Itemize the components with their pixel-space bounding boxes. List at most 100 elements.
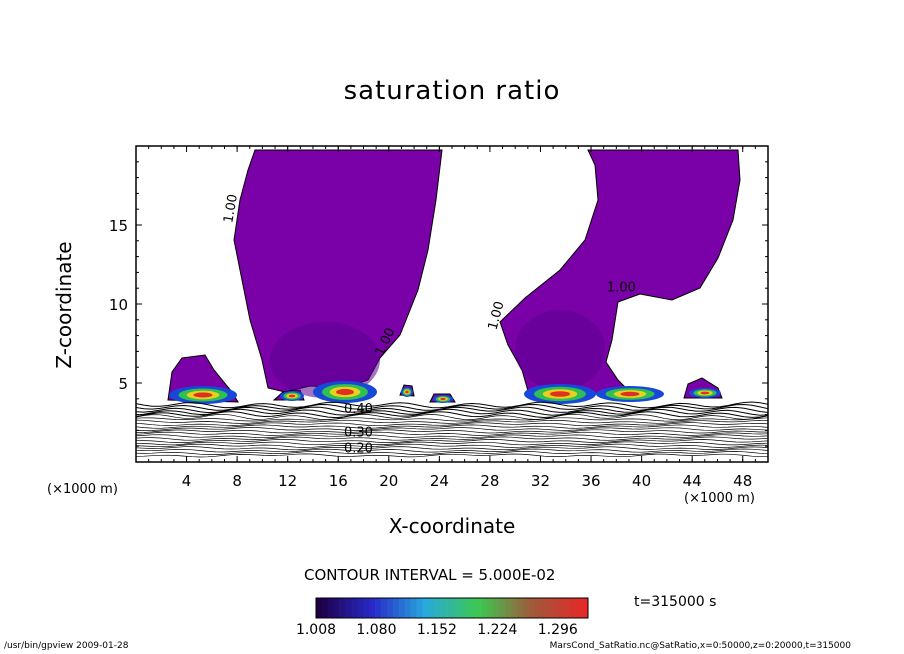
contour-label: 1.00 [607, 280, 636, 295]
colorbar-cell [463, 598, 471, 618]
contour-label: 0.40 [344, 402, 373, 417]
x-tick-label: 12 [278, 472, 297, 490]
core-blob [193, 392, 213, 398]
cloud-cores [169, 310, 721, 404]
colorbar-cell [552, 598, 559, 618]
contour-line [136, 448, 768, 453]
core-blob [620, 391, 640, 397]
colorbar-cell [540, 598, 547, 618]
contour-line [136, 403, 768, 411]
contour-line [136, 429, 768, 434]
x-tick-label: 16 [329, 472, 348, 490]
colorbar-cell [316, 598, 323, 618]
colorbar-cell [386, 598, 394, 618]
contour-line [136, 439, 768, 443]
core-blob [549, 391, 571, 397]
contour-lines [136, 401, 768, 458]
colorbar-cell [505, 598, 512, 618]
colorbar-cell [404, 598, 411, 618]
contour-line [136, 422, 768, 427]
x-tick-label: 32 [531, 472, 550, 490]
contour-label: 1.00 [486, 300, 508, 332]
contour-line [136, 417, 768, 422]
x-axis-label: X-coordinate [388, 514, 516, 538]
contour-line [136, 443, 768, 448]
colorbar-cell [345, 598, 352, 618]
colorbar-tick-label: 1.296 [538, 622, 578, 638]
colorbar-cell [528, 598, 536, 618]
colorbar-cell [481, 598, 488, 618]
x-tick-label: 4 [182, 472, 192, 490]
contour-line [136, 436, 768, 441]
colorbar-cell [582, 598, 589, 618]
colorbar-cell [392, 598, 400, 618]
contour-line [136, 427, 768, 431]
colorbar-tick-label: 1.152 [417, 622, 457, 638]
core-shade [270, 322, 380, 398]
core-shade [515, 310, 605, 390]
y-tick-label: 5 [118, 375, 128, 393]
contour-line [136, 434, 768, 439]
x-tick-label: 44 [683, 472, 702, 490]
contour-line [136, 411, 768, 419]
colorbar-cell [493, 598, 500, 618]
plot-area [136, 149, 768, 458]
colorbar-cell [410, 598, 417, 618]
x-unit-label-left: (×1000 m) [47, 482, 118, 497]
colorbar-cell [422, 598, 429, 618]
colorbar-ticks: 1.008 1.080 1.152 1.224 1.296 [296, 622, 578, 638]
colorbar-cell [487, 598, 494, 618]
x-tick-label: 48 [733, 472, 752, 490]
x-tick-label: 36 [581, 472, 600, 490]
core-blob [288, 394, 296, 398]
contour-line [136, 431, 768, 436]
colorbar-cell [434, 598, 441, 618]
colorbar-cell [576, 598, 583, 618]
colorbar-cell [517, 598, 524, 618]
footer-right: MarsCond_SatRatio.nc@SatRatio,x=0:50000,… [549, 641, 851, 651]
y-axis: 5 10 15 [109, 145, 768, 463]
colorbar-cell [511, 598, 518, 618]
colorbar-cell [363, 598, 370, 618]
colorbar-cell [499, 598, 506, 618]
contour-line [136, 451, 768, 455]
colorbar-cell [446, 598, 453, 618]
colorbar-cell [428, 598, 435, 618]
colorbar-cell [381, 598, 388, 618]
colorbar-cell [570, 598, 577, 618]
colorbar-cell [469, 598, 476, 618]
contour-line [136, 408, 768, 416]
colorbar [315, 597, 589, 619]
x-tick-label: 24 [430, 472, 449, 490]
contour-label: 0.30 [344, 426, 373, 441]
colorbar-cell [398, 598, 405, 618]
colorbar-cell [321, 598, 329, 618]
x-axis: 4 8 12 16 20 24 28 32 36 40 44 48 [135, 146, 769, 490]
core-blob [405, 390, 409, 394]
y-tick-label: 15 [109, 217, 128, 235]
colorbar-frame [315, 597, 589, 619]
y-axis-label: Z-coordinate [52, 241, 76, 369]
colorbar-cell [416, 598, 423, 618]
footer-left: /usr/bin/gpview 2009-01-28 [4, 641, 129, 651]
colorbar-cell [452, 598, 459, 618]
core-blob [700, 391, 710, 395]
contour-line [136, 446, 768, 451]
contour-label: 1.00 [221, 193, 241, 224]
colorbar-cell [475, 598, 482, 618]
core-blob [440, 397, 446, 401]
colorbar-cell [327, 598, 335, 618]
x-unit-label-right: (×1000 m) [684, 491, 755, 506]
contour-line [136, 406, 768, 414]
colorbar-tick-label: 1.008 [296, 622, 336, 638]
contour-line [136, 413, 768, 421]
colorbar-cell [351, 598, 358, 618]
y-tick-label: 10 [109, 296, 128, 314]
colorbar-cell [357, 598, 364, 618]
contour-line [136, 424, 768, 429]
time-label: t=315000 s [634, 594, 717, 610]
contour-line [136, 419, 768, 424]
contour-line [136, 441, 768, 446]
colorbar-cell [339, 598, 346, 618]
contour-label: 0.20 [344, 442, 373, 457]
